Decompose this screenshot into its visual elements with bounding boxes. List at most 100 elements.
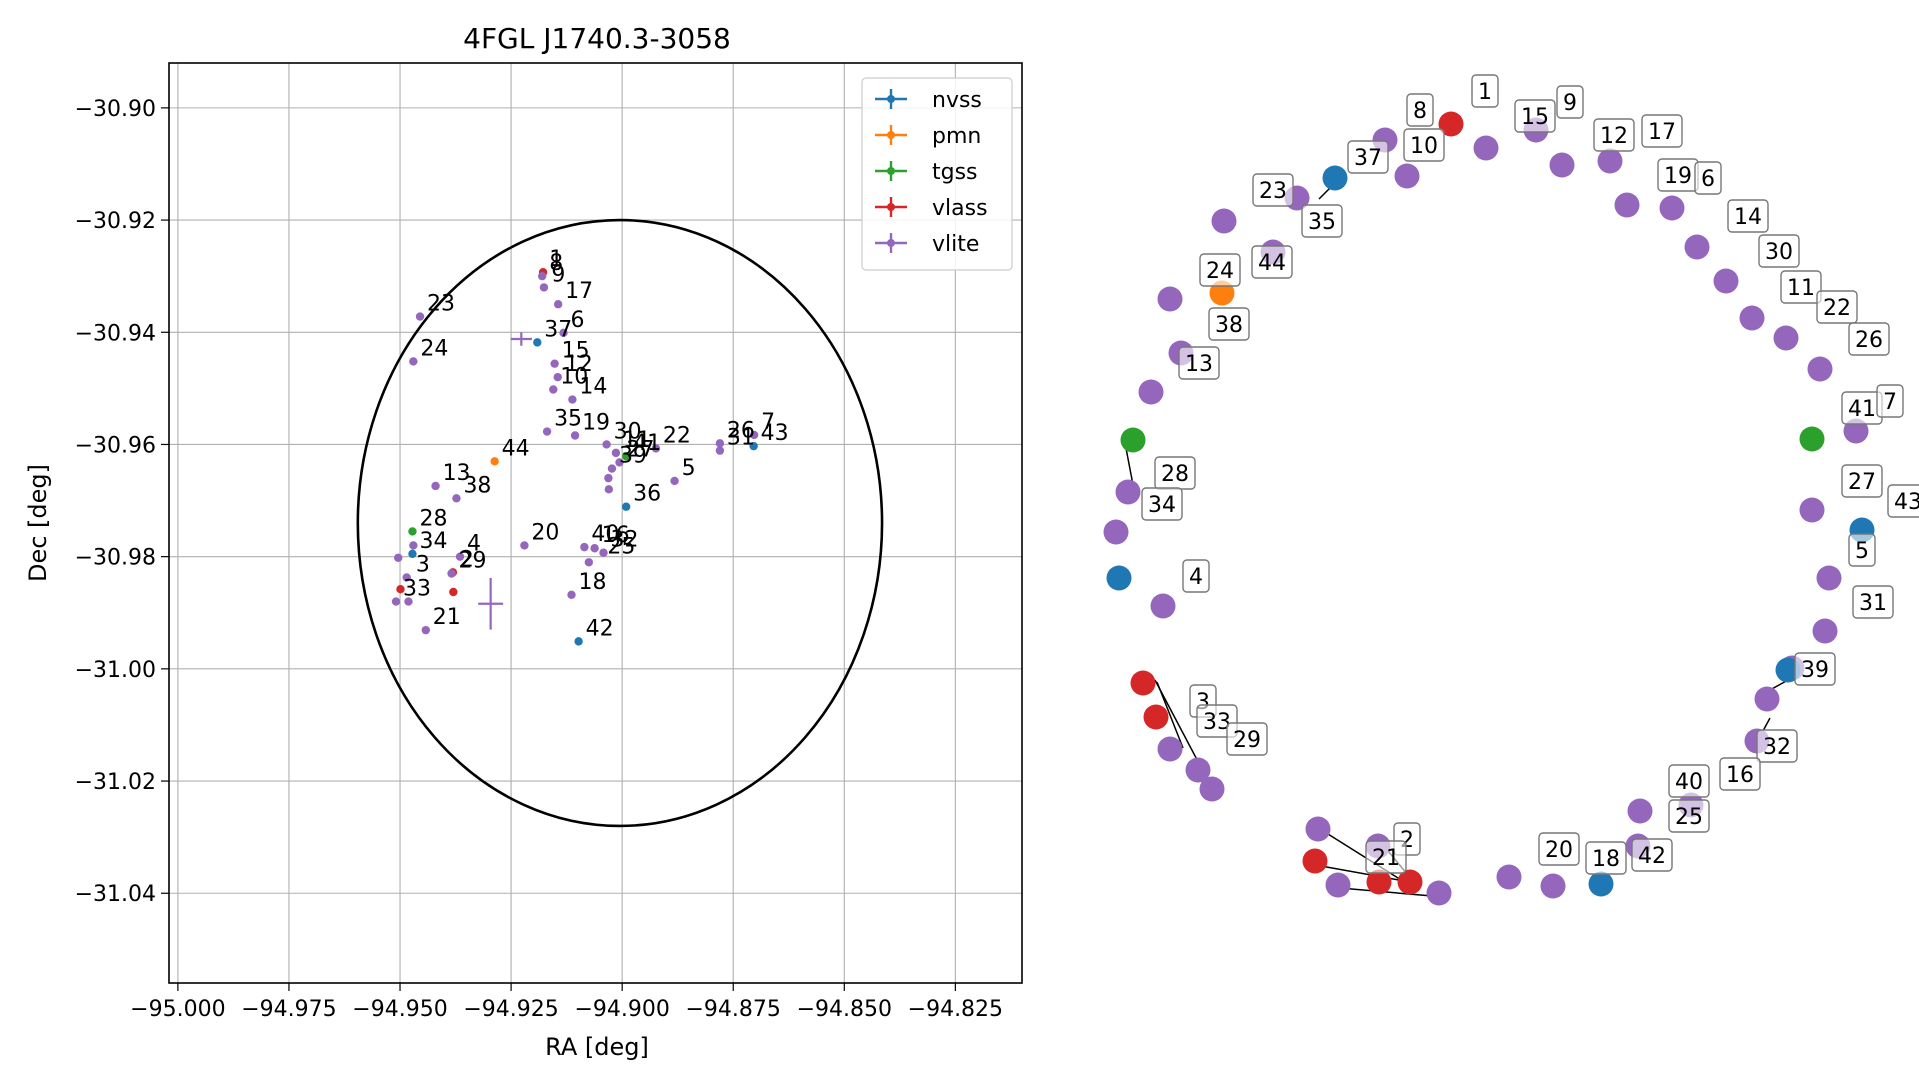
point-vlite-6 (559, 328, 568, 338)
point-nvss-42 (574, 637, 583, 646)
error-bars (478, 332, 532, 630)
graph-label-18: 18 (1592, 847, 1620, 872)
annotation-7: 7 (761, 410, 775, 435)
graph-label-box (1758, 234, 1800, 268)
graph-node (1588, 871, 1614, 897)
point-vlite-12 (553, 372, 562, 382)
graph-label-11: 11 (1787, 276, 1815, 301)
point-vlite-45 (404, 597, 413, 606)
graph-node (1157, 286, 1183, 312)
point-vlite-19 (570, 431, 580, 440)
annotation-43: 43 (761, 421, 789, 446)
graph-label-box (1365, 840, 1407, 874)
point-nvss-36 (621, 502, 631, 511)
graph-label-5: 5 (1855, 539, 1869, 564)
annotation-28: 28 (419, 506, 447, 531)
graph-label-37: 37 (1354, 146, 1382, 171)
graph-label-box (1852, 585, 1894, 619)
graph-node (1366, 869, 1392, 895)
graph-label-6: 6 (1701, 167, 1715, 192)
graph-node (1397, 869, 1423, 895)
point-vlite-33 (391, 597, 401, 606)
graph-label-box (1226, 722, 1268, 756)
graph-node (1199, 776, 1225, 802)
x-tick-label: −94.900 (574, 997, 669, 1022)
y-tick-label: −30.98 (75, 546, 156, 571)
legend-box (861, 77, 1013, 271)
x-ticks: −95.000 −94.975 −94.950 −94.925 −94.900 −94.8… (130, 983, 1003, 1022)
annotation-35: 35 (554, 407, 582, 432)
graph-label-15: 15 (1521, 105, 1549, 130)
annotation-34: 34 (419, 529, 447, 554)
graph-node (1549, 152, 1575, 178)
graph-node (1426, 880, 1452, 906)
graph-node (1775, 657, 1801, 683)
point-vlite-13 (431, 481, 440, 491)
graph-node (1754, 686, 1780, 712)
point-vlite-40 (604, 485, 614, 494)
graph-node (1325, 872, 1351, 898)
graph-label-41: 41 (1848, 397, 1876, 422)
chart-title: 4FGL J1740.3-3058 (463, 22, 731, 55)
point-vlite-35 (542, 427, 552, 436)
graph-label-box (1585, 841, 1627, 875)
y-axis-label: Dec [deg] (24, 464, 52, 582)
graph-label-box (1141, 487, 1183, 521)
point-vlite-24 (409, 357, 418, 366)
graph-node (1812, 618, 1838, 644)
graph-label-43: 43 (1894, 490, 1919, 515)
graph-label-box (1301, 204, 1343, 238)
graph-label-40: 40 (1675, 770, 1703, 795)
graph-label-box (1668, 764, 1710, 798)
graph-node (1799, 497, 1825, 523)
point-vlite-11 (611, 448, 621, 458)
graph-label-box (1556, 85, 1584, 119)
annotation-42: 42 (586, 616, 614, 641)
graph-node (1211, 208, 1237, 234)
annotation-18: 18 (579, 570, 607, 595)
point-vlass-3 (396, 584, 405, 594)
graph-node (1305, 816, 1331, 842)
graph-node (1143, 704, 1169, 730)
annotation-29: 29 (459, 548, 487, 573)
point-vlite-30 (602, 440, 611, 449)
point-vlite-15 (550, 359, 559, 368)
graph-label-box (1719, 757, 1761, 791)
graph-node (1540, 873, 1566, 899)
graph-label-box (1756, 729, 1798, 763)
graph-node (1115, 479, 1141, 505)
graph-label-9: 9 (1563, 91, 1577, 116)
x-tick-label: −94.850 (797, 997, 892, 1022)
y-ticks: −30.90 −30.92 −30.94 −30.96 −30.98 −31.00 −31.… (75, 97, 169, 907)
annotation-30: 30 (614, 419, 642, 444)
y-tick-label: −30.96 (75, 433, 156, 458)
annotation-31: 31 (727, 426, 755, 451)
graph-label-10: 10 (1410, 134, 1438, 159)
annotation-22: 22 (663, 423, 691, 448)
annotation-11: 11 (623, 428, 651, 453)
point-vlite-39 (607, 464, 617, 473)
point-vlite-47 (402, 573, 411, 582)
data-points (391, 268, 759, 646)
graph-label-box (1471, 74, 1499, 108)
graph-node (1150, 593, 1176, 619)
annotation-4: 4 (467, 532, 481, 557)
annotation-9: 9 (551, 262, 565, 287)
y-tick-label: −31.02 (75, 770, 156, 795)
graph-nodes (1103, 111, 1875, 906)
graph-label-box (1887, 484, 1919, 518)
legend-dot-tgss (887, 167, 895, 175)
graph-node (1138, 379, 1164, 405)
graph-node (1438, 111, 1464, 137)
graph-label-box (1694, 161, 1722, 195)
graph-node (1322, 165, 1348, 191)
graph-node (1103, 519, 1129, 545)
point-vlite-17 (553, 300, 563, 309)
graph-node (1302, 848, 1328, 874)
graph-label-box (1252, 173, 1294, 207)
y-tick-label: −30.90 (75, 97, 156, 122)
graph-node (1843, 418, 1869, 444)
